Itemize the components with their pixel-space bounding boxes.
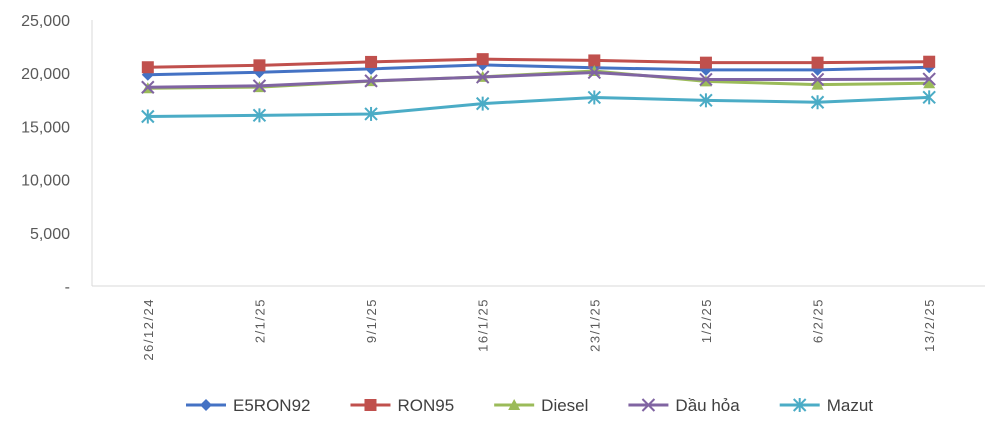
series-marker [253,59,266,72]
marker-stroke [587,65,602,80]
legend-item: E5RON92 [186,396,310,415]
series-marker [141,109,155,124]
series-marker [699,56,712,69]
legend-item: Diesel [494,396,588,415]
x-tick-label: 9/1/25 [364,298,379,343]
legend-item: Dầu hỏa [628,396,740,415]
y-tick-label: 25,000 [21,13,70,30]
series-marker [810,72,825,87]
series-marker [587,65,602,80]
x-tick-label: 26/12/24 [141,298,156,361]
series-mazut [141,90,936,124]
x-tick-label: 2/1/25 [252,298,267,343]
series-marker [364,399,377,411]
series-marker [252,79,267,93]
series-line [147,63,930,77]
y-tick-label: 20,000 [21,66,70,83]
marker-stroke [364,74,378,88]
x-tick-labels: 26/12/24 2/1/25 9/1/25 16/1/25 23/1/25 1/2/25… [141,298,937,361]
series-marker [364,74,378,88]
series-line [147,57,930,69]
marker-stroke [141,80,155,94]
y-tick-label: 15,000 [21,119,70,136]
legend-item: RON95 [350,396,454,415]
series-d-u-h-a [141,65,936,94]
series-marker [699,93,713,108]
series-marker [699,72,713,87]
x-tick-label: 23/1/25 [587,298,602,352]
marker-stroke [252,79,267,93]
series-marker [588,54,601,67]
series-marker [475,96,490,111]
series-line [147,95,930,119]
series-marker [252,108,267,123]
y-tick-label: 5,000 [30,226,70,243]
series-marker [200,399,212,411]
marker-stroke [810,72,825,87]
series-marker [141,80,155,94]
axes-layer [91,20,985,287]
marker-stroke [475,70,490,84]
legend: E5RON92 RON95 Diesel Dầu hỏa Mazut [186,396,873,415]
series-marker [641,398,656,412]
legend-label: E5RON92 [233,396,310,415]
x-tick-label: 16/1/25 [476,298,491,352]
x-tick-label: 1/2/25 [699,298,714,343]
y-tick-label: 10,000 [21,173,70,190]
marker-stroke [922,72,936,86]
series-marker [508,399,521,410]
series-marker [922,72,936,86]
series-marker [587,90,602,105]
series-marker [365,55,378,68]
series-marker [364,106,378,121]
y-tick-labels: - 5,000 10,000 15,000 20,000 25,000 [21,13,70,296]
x-tick-label: 6/2/25 [811,298,826,343]
series-marker [923,55,936,68]
series-marker [811,78,824,90]
series-marker [476,53,489,66]
x-tick-label: 13/2/25 [922,298,937,352]
series-ron95 [141,53,936,74]
legend-label: Mazut [827,396,874,415]
series-marker [923,77,936,89]
legend-label: Dầu hỏa [675,396,740,415]
series-line [147,70,930,89]
series-marker [475,70,490,84]
legend-label: RON95 [397,396,454,415]
legend-label: Diesel [541,396,588,415]
series-marker [141,61,154,74]
y-tick-label: - [65,279,70,296]
series-layer [141,53,936,124]
series-marker [922,90,936,105]
legend-item: Mazut [779,396,874,415]
series-marker [792,398,807,412]
series-marker [811,56,824,69]
marker-stroke [699,72,713,87]
series-marker [810,95,825,110]
marker-stroke [641,398,656,412]
